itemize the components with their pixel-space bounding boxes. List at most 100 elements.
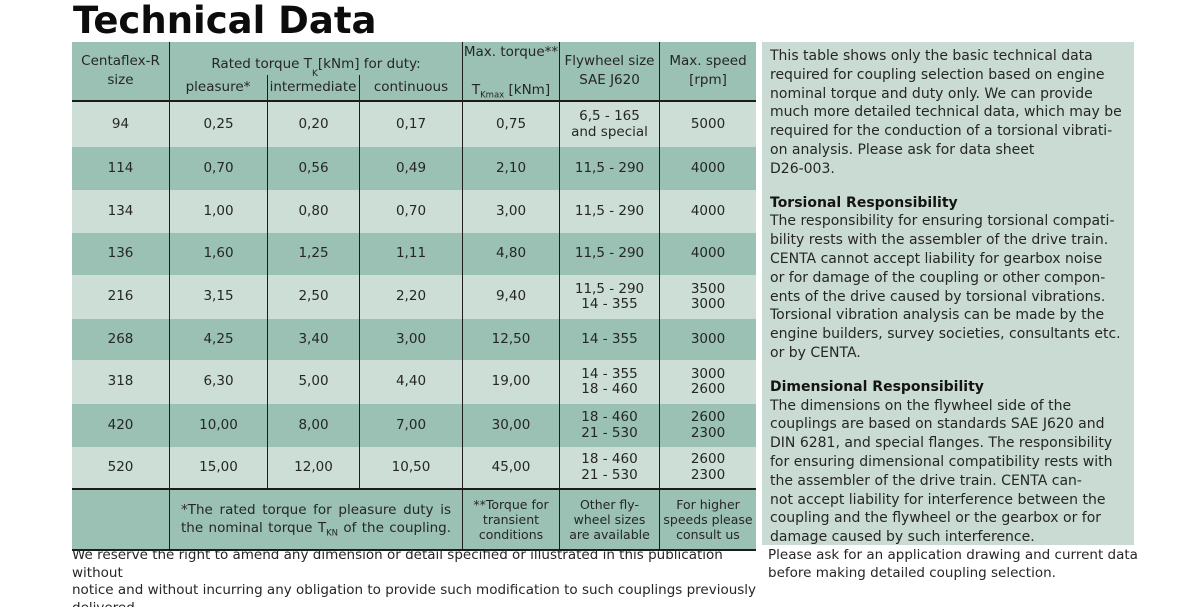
footer-torque-note: **Torque for transient conditions [463,490,560,549]
table-row: 268 4,25 3,40 3,00 12,50 14 - 355 3000 [72,319,756,360]
cell-pleasure-torque: 3,15 [170,275,268,319]
cell-size: 134 [72,190,170,233]
footer-speed-note: For higher speeds please consult us [663,497,753,542]
cell-size: 318 [72,360,170,404]
cell-max-torque: 12,50 [463,319,560,360]
cell-size: 268 [72,319,170,360]
panel-intro: This table shows only the basic technica… [770,48,1122,177]
header-duty-continuous: continuous [373,78,449,95]
max-torque-unit: [kNm] [504,81,551,98]
info-panel: This table shows only the basic technica… [762,42,1134,545]
header-flywheel-col: Flywheel size SAE J620 [560,42,660,100]
dimensional-body: The dimensions on the flywheel side of t… [770,397,1113,545]
cell-max-torque: 2,10 [463,147,560,190]
cell-continuous-torque: 2,20 [360,275,463,319]
cell-flywheel-size: 14 - 355 18 - 460 [560,360,660,404]
cell-size: 136 [72,233,170,275]
header-max-speed-col: Max. speed [rpm] [669,53,747,88]
cell-flywheel-size: 11,5 - 290 [560,190,660,233]
cell-size: 216 [72,275,170,319]
cell-pleasure-torque: 10,00 [170,404,268,447]
max-torque-line1: Max. torque** [463,43,559,60]
header-duty-subrow: pleasure* intermediate continuous [170,74,463,100]
rated-torque-prefix: Rated torque T [211,55,312,72]
cell-pleasure-torque: 6,30 [170,360,268,404]
cell-size: 420 [72,404,170,447]
cell-max-speed: 3500 3000 [690,280,726,312]
cell-size: 114 [72,147,170,190]
cell-flywheel-size: 11,5 - 290 [560,233,660,275]
cell-max-speed: 4000 [690,159,726,176]
table-row: 216 3,15 2,50 2,20 9,40 11,5 - 290 14 - … [72,275,756,319]
cell-continuous-torque: 0,70 [360,190,463,233]
cell-flywheel-size: 11,5 - 290 [560,147,660,190]
pleasure-note-line2: the nominal torque TKN of the coupling. [181,520,451,538]
cell-max-torque: 19,00 [463,360,560,404]
footer-flywheel-note: Other fly- wheel sizes are available [560,490,660,549]
cell-max-speed: 5000 [690,115,726,132]
cell-max-speed: 2600 2300 [690,409,726,441]
cell-pleasure-torque: 1,60 [170,233,268,275]
amendment-disclaimer: We reserve the right to amend any dimens… [72,547,757,607]
table-row: 520 15,00 12,00 10,50 45,00 18 - 460 21 … [72,447,756,488]
max-torque-subscript: Kmax [480,90,505,101]
cell-max-speed: 2600 2300 [690,451,726,483]
table-row: 420 10,00 8,00 7,00 30,00 18 - 460 21 - … [72,404,756,447]
cell-intermediate-torque: 1,25 [268,233,360,275]
cell-intermediate-torque: 0,80 [268,190,360,233]
pleasure-note-subscript: KN [326,528,339,539]
cell-continuous-torque: 1,11 [360,233,463,275]
cell-max-torque: 45,00 [463,447,560,488]
cell-pleasure-torque: 15,00 [170,447,268,488]
table-footer-row: *The rated torque for pleasure duty is t… [72,488,756,551]
cell-flywheel-size: 11,5 - 290 14 - 355 [560,275,660,319]
cell-intermediate-torque: 12,00 [268,447,360,488]
pleasure-note-line2-prefix: the nominal torque T [181,519,327,536]
cell-continuous-torque: 10,50 [360,447,463,488]
cell-max-torque: 4,80 [463,233,560,275]
cell-intermediate-torque: 0,56 [268,147,360,190]
cell-max-torque: 30,00 [463,404,560,447]
header-duty-pleasure: pleasure* [170,74,268,100]
table-row: 114 0,70 0,56 0,49 2,10 11,5 - 290 4000 [72,147,756,190]
cell-flywheel-size: 18 - 460 21 - 530 [560,404,660,447]
torsional-heading: Torsional Responsibility [770,194,958,211]
cell-max-torque: 3,00 [463,190,560,233]
cell-pleasure-torque: 0,25 [170,102,268,147]
cell-intermediate-torque: 0,20 [268,102,360,147]
max-torque-symbol: T [471,81,481,98]
cell-flywheel-size: 6,5 - 165 and special [560,102,660,147]
cell-continuous-torque: 3,00 [360,319,463,360]
table-row: 134 1,00 0,80 0,70 3,00 11,5 - 290 4000 [72,190,756,233]
pleasure-note-line1: *The rated torque for pleasure duty is [181,502,451,520]
table-row: 94 0,25 0,20 0,17 0,75 6,5 - 165 and spe… [72,102,756,147]
header-duty-intermediate: intermediate [268,74,360,100]
header-size-col: Centaflex-R size [72,42,170,100]
cell-pleasure-torque: 1,00 [170,190,268,233]
torsional-body: The responsibility for ensuring torsiona… [770,213,1121,361]
pleasure-note-line2-suffix: of the coupling. [338,519,451,536]
table-body: 94 0,25 0,20 0,17 0,75 6,5 - 165 and spe… [72,102,756,488]
footer-pleasure-note: *The rated torque for pleasure duty is t… [170,490,463,549]
cell-intermediate-torque: 3,40 [268,319,360,360]
header-max-torque-col: Max. torque** TKmax [kNm] [463,42,560,100]
max-torque-label: Max. torque** TKmax [kNm] [464,24,558,119]
cell-max-torque: 9,40 [463,275,560,319]
cell-intermediate-torque: 2,50 [268,275,360,319]
rated-torque-suffix: [kNm] for duty: [317,55,421,72]
table-row: 318 6,30 5,00 4,40 19,00 14 - 355 18 - 4… [72,360,756,404]
pleasure-note-line1-text: *The rated torque for pleasure duty is [181,502,451,518]
cell-flywheel-size: 14 - 355 [560,319,660,360]
page-title: Technical Data [73,0,377,42]
cell-continuous-torque: 7,00 [360,404,463,447]
cell-max-torque: 0,75 [463,102,560,147]
cell-intermediate-torque: 5,00 [268,360,360,404]
cell-continuous-torque: 0,17 [360,102,463,147]
cell-flywheel-size: 18 - 460 21 - 530 [560,447,660,488]
cell-max-speed: 4000 [690,202,726,219]
cell-max-speed: 3000 2600 [690,365,726,397]
